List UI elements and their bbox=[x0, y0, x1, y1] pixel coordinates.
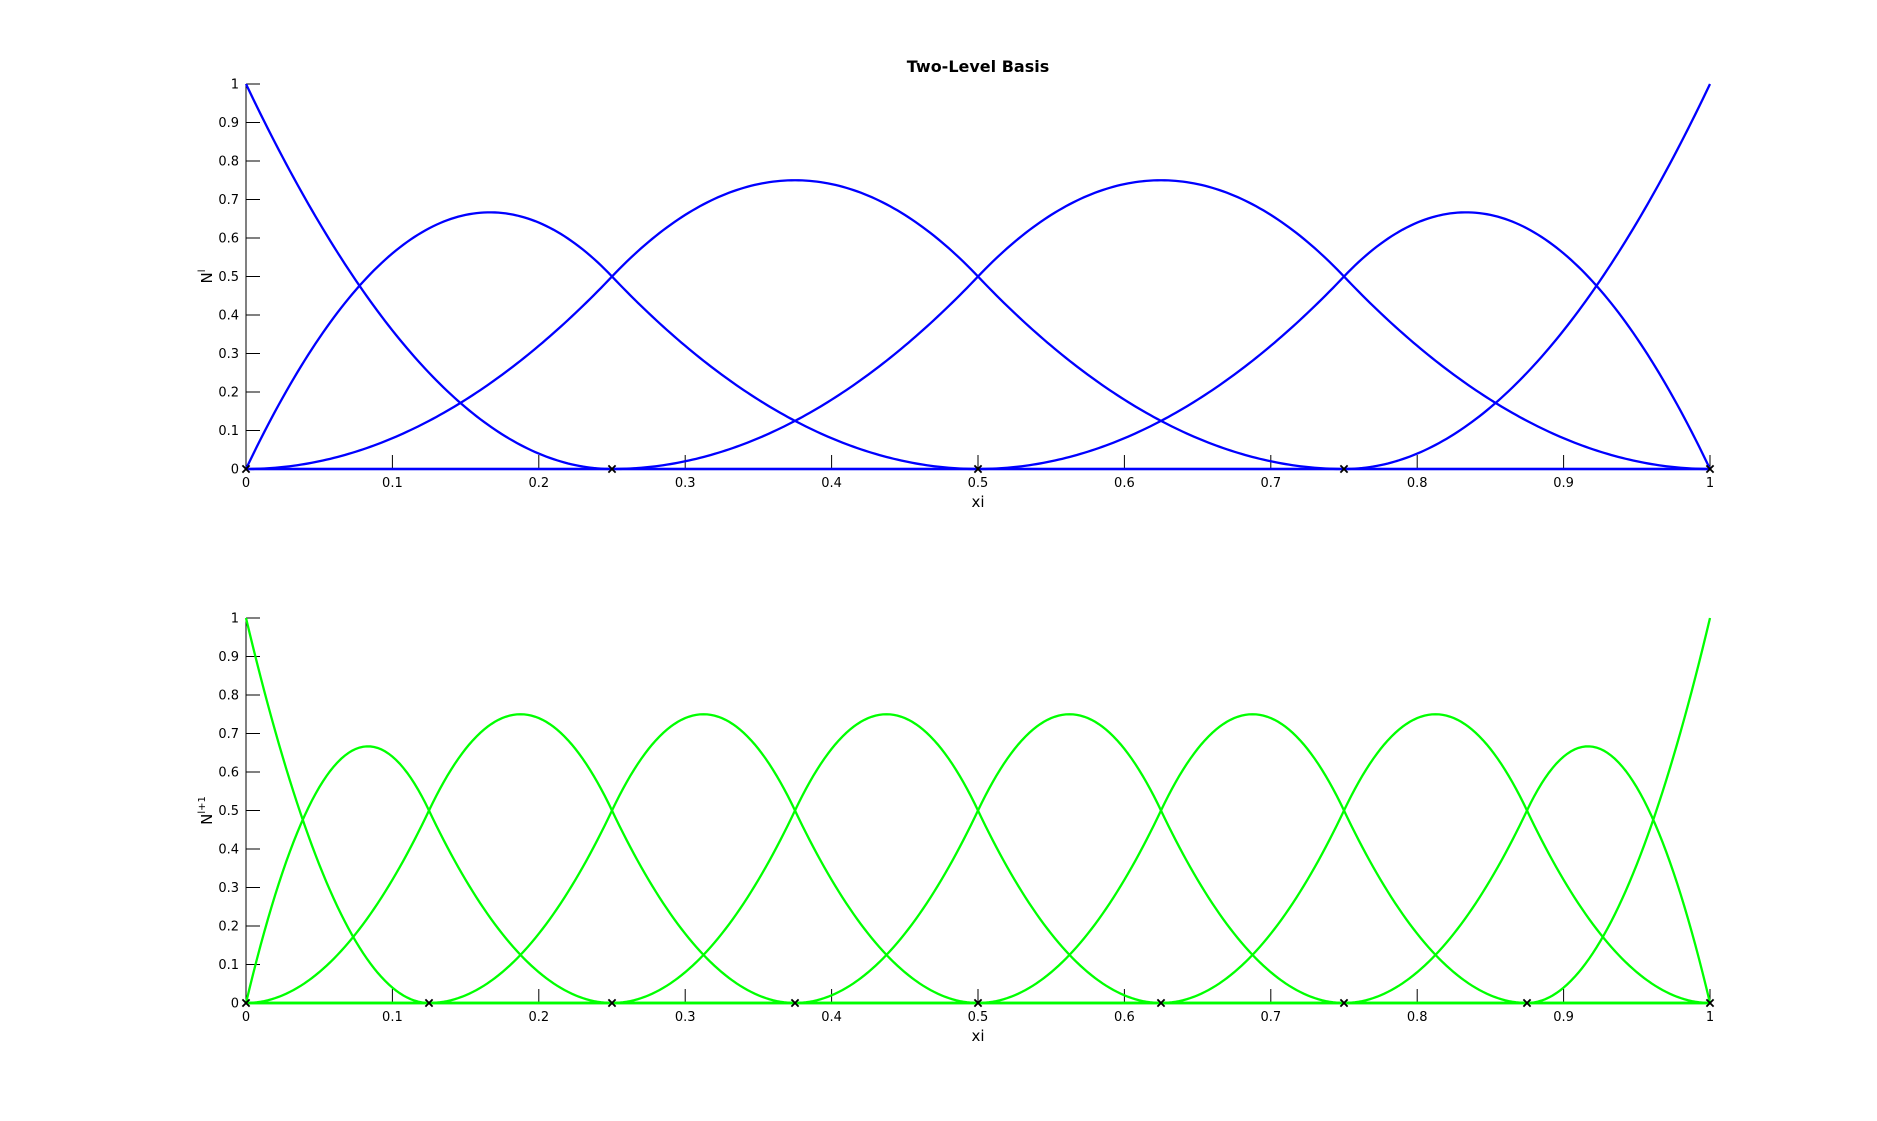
y-tick-label: 0.8 bbox=[218, 689, 239, 704]
basis-function-curve-7 bbox=[246, 713, 1710, 1005]
y-tick-label: 0.1 bbox=[218, 424, 239, 439]
y-axis-label-base: N bbox=[198, 814, 216, 825]
basis-function-curve-3 bbox=[245, 713, 1710, 1005]
top-panel-level-l: Two-Level Basis 0 0.1 0.2 0.3 0.4 0.5 0.6 0.7 0.8… bbox=[197, 57, 1715, 511]
knot-marker bbox=[607, 464, 617, 474]
y-tick-label: 0.6 bbox=[218, 766, 239, 781]
x-tick-label: 0.1 bbox=[382, 1010, 403, 1025]
y-tick-label: 0.9 bbox=[218, 650, 239, 665]
y-tick-label: 0.3 bbox=[218, 347, 239, 362]
x-tick-label: 0.8 bbox=[1407, 476, 1428, 491]
x-axis-label: xi bbox=[971, 493, 984, 511]
y-tick-label: 0 bbox=[231, 997, 239, 1012]
y-axis-label-superscript: l bbox=[197, 269, 208, 272]
x-tick-label: 0.3 bbox=[675, 476, 696, 491]
y-tick-label: 0.3 bbox=[218, 881, 239, 896]
x-tick-label: 0.1 bbox=[382, 476, 403, 491]
basis-function-curve-4 bbox=[246, 713, 1710, 1005]
basis-function-curve-5 bbox=[246, 713, 1710, 1005]
bottom-panel-level-l-plus-1: 0 0.1 0.2 0.3 0.4 0.5 0.6 0.7 0.8 0.9 1 0 0.1 0.2 0.3 0… bbox=[197, 612, 1715, 1045]
knot-marker bbox=[1339, 998, 1349, 1008]
x-tick-label: 0 bbox=[242, 1010, 250, 1025]
knot-marker bbox=[607, 998, 617, 1008]
y-tick-label: 0.4 bbox=[218, 309, 239, 324]
x-tick-label: 1 bbox=[1706, 1010, 1714, 1025]
basis-function-curve-9 bbox=[246, 745, 1712, 1005]
knot-marker bbox=[1522, 998, 1532, 1008]
x-tick-label: 0.2 bbox=[528, 476, 549, 491]
knot-marker bbox=[241, 464, 251, 474]
chart-title: Two-Level Basis bbox=[907, 57, 1049, 76]
y-tick-label: 0 bbox=[231, 463, 239, 478]
knot-marker bbox=[1156, 998, 1166, 1008]
y-tick-label: 0.7 bbox=[218, 727, 239, 742]
y-tick-label: 0.6 bbox=[218, 232, 239, 247]
basis-function-curve-2 bbox=[244, 211, 1710, 471]
x-tick-label: 0.6 bbox=[1114, 476, 1135, 491]
y-tick-label: 1 bbox=[231, 612, 239, 627]
y-axis-label: Nl+1 bbox=[197, 796, 216, 825]
basis-function-curve-3 bbox=[245, 179, 1710, 471]
y-axis-label-base: N bbox=[198, 272, 216, 283]
y-tick-label: 0.4 bbox=[218, 843, 239, 858]
y-tick-label: 0.5 bbox=[218, 804, 239, 819]
knot-marker bbox=[1705, 998, 1715, 1008]
x-tick-label: 0.4 bbox=[821, 1010, 842, 1025]
y-tick-label: 0.1 bbox=[218, 958, 239, 973]
y-tick-label: 0.2 bbox=[218, 386, 239, 401]
y-tick-label: 0.7 bbox=[218, 193, 239, 208]
knot-marker bbox=[1339, 464, 1349, 474]
basis-function-curve-6 bbox=[246, 713, 1710, 1005]
basis-function-curve-2 bbox=[244, 745, 1710, 1005]
y-tick-label: 0.9 bbox=[218, 116, 239, 131]
knot-marker bbox=[973, 998, 983, 1008]
knot-marker bbox=[1705, 464, 1715, 474]
x-tick-label: 0.7 bbox=[1260, 476, 1281, 491]
x-tick-label: 0.9 bbox=[1553, 1010, 1574, 1025]
x-tick-label: 0.4 bbox=[821, 476, 842, 491]
basis-function-curve-5 bbox=[246, 211, 1712, 471]
x-tick-label: 0.9 bbox=[1553, 476, 1574, 491]
x-tick-label: 0.6 bbox=[1114, 1010, 1135, 1025]
x-tick-label: 0.7 bbox=[1260, 1010, 1281, 1025]
x-tick-label: 0.3 bbox=[675, 1010, 696, 1025]
knot-marker bbox=[790, 998, 800, 1008]
x-tick-label: 0.8 bbox=[1407, 1010, 1428, 1025]
x-tick-label: 0.2 bbox=[528, 1010, 549, 1025]
x-tick-label: 0.5 bbox=[968, 1010, 989, 1025]
x-tick-label: 0.5 bbox=[968, 476, 989, 491]
y-tick-label: 0.5 bbox=[218, 270, 239, 285]
knot-marker bbox=[241, 998, 251, 1008]
x-tick-label: 1 bbox=[1706, 476, 1714, 491]
knot-marker bbox=[424, 998, 434, 1008]
y-axis-label-superscript: l+1 bbox=[197, 796, 208, 814]
y-tick-label: 0.2 bbox=[218, 920, 239, 935]
x-tick-label: 0 bbox=[242, 476, 250, 491]
basis-function-curve-8 bbox=[246, 713, 1711, 1005]
x-axis-label: xi bbox=[971, 1027, 984, 1045]
basis-function-curve-4 bbox=[246, 179, 1711, 471]
y-axis-label: Nl bbox=[197, 269, 216, 283]
y-tick-label: 0.8 bbox=[218, 155, 239, 170]
y-tick-label: 1 bbox=[231, 78, 239, 93]
knot-marker bbox=[973, 464, 983, 474]
